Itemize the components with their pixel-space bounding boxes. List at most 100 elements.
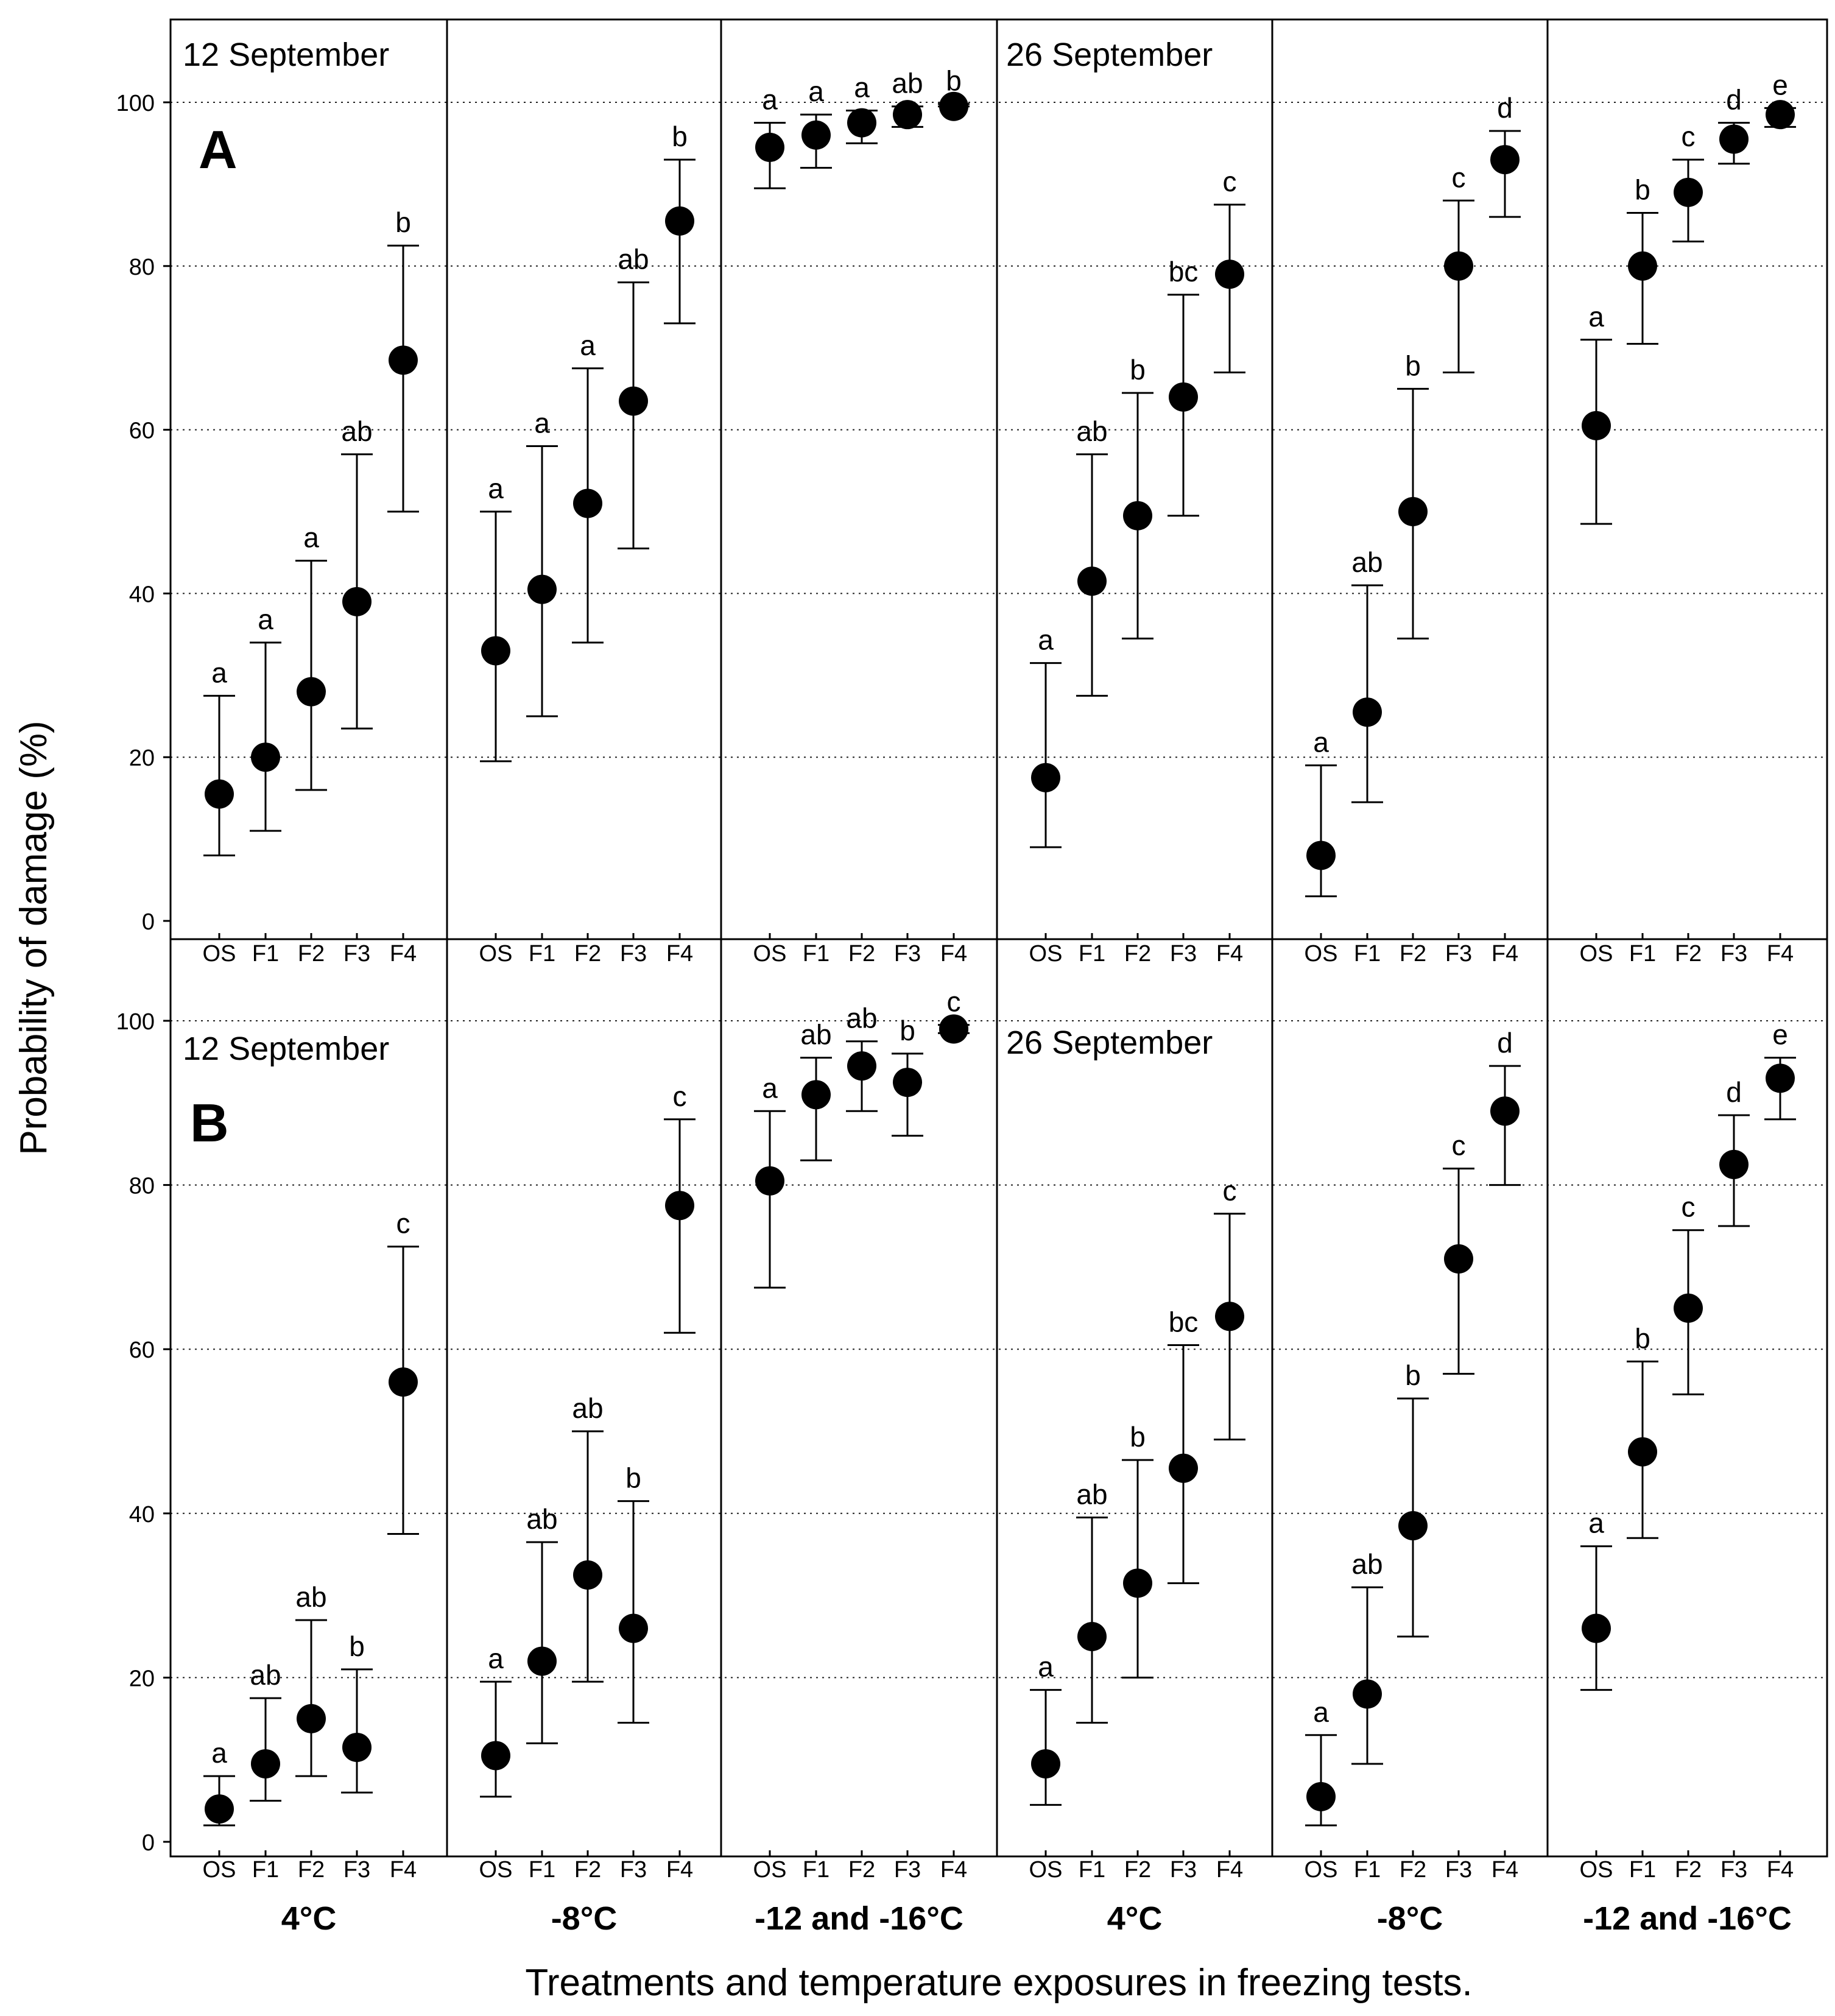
significance-letter-b-g1-f2: ab — [295, 1581, 326, 1613]
data-point-a-g6-f1 — [1628, 251, 1657, 281]
x-tick-label-a-g3-f2: F2 — [848, 941, 875, 967]
y-tick-label-b-40: 40 — [129, 1502, 155, 1528]
data-point-b-g5-f2 — [1398, 1511, 1428, 1541]
data-point-b-g3-os — [755, 1166, 784, 1196]
data-point-a-g6-f2 — [1674, 177, 1703, 207]
data-point-a-g1-f4 — [389, 345, 418, 375]
data-point-a-g5-os — [1306, 841, 1336, 870]
data-point-b-g2-os — [481, 1741, 510, 1771]
data-point-b-g3-f1 — [801, 1080, 831, 1110]
significance-letter-a-g5-f2: b — [1405, 350, 1421, 381]
x-tick-label-a-g1-f4: F4 — [390, 941, 417, 967]
significance-letter-b-g5-f4: d — [1497, 1027, 1513, 1059]
x-tick-label-a-g5-f4: F4 — [1492, 941, 1518, 967]
x-tick-label-b-g2-os: OS — [479, 1857, 513, 1883]
significance-letter-b-g4-f3: bc — [1169, 1306, 1199, 1338]
data-point-b-g3-f2 — [847, 1051, 876, 1081]
significance-letter-a-g6-f3: d — [1726, 84, 1742, 116]
significance-letter-a-g4-f3: bc — [1169, 256, 1199, 287]
x-tick-label-a-g5-f3: F3 — [1445, 941, 1472, 967]
x-tick-label-b-g5-f2: F2 — [1400, 1857, 1426, 1883]
x-tick-label-b-g4-f2: F2 — [1124, 1857, 1151, 1883]
significance-letter-b-g2-f1: ab — [526, 1503, 557, 1535]
significance-letter-a-g1-f2: a — [303, 522, 319, 554]
significance-letter-b-g3-f2: ab — [846, 1003, 877, 1034]
significance-letter-b-g1-os: a — [211, 1737, 227, 1769]
x-tick-label-b-g4-f1: F1 — [1079, 1857, 1105, 1883]
x-tick-label-a-g5-f2: F2 — [1400, 941, 1426, 967]
significance-letter-b-g5-os: a — [1313, 1696, 1329, 1728]
data-point-b-g4-os — [1031, 1749, 1060, 1778]
data-point-b-g1-f4 — [389, 1367, 418, 1397]
data-point-a-g1-f1 — [251, 742, 280, 772]
data-point-b-g4-f1 — [1077, 1622, 1107, 1651]
y-tick-label-b-0: 0 — [142, 1830, 155, 1856]
data-point-b-g6-f3 — [1719, 1149, 1749, 1179]
data-point-b-g1-os — [205, 1794, 234, 1824]
x-tick-label-b-g1-f3: F3 — [343, 1857, 370, 1883]
significance-letter-a-g1-f4: b — [395, 206, 411, 238]
significance-letter-a-g1-os: a — [211, 657, 227, 688]
significance-letter-a-g3-os: a — [762, 84, 778, 116]
significance-letter-a-g6-f1: b — [1635, 174, 1650, 205]
x-axis-title: Treatments and temperature exposures in … — [525, 1962, 1472, 2004]
data-point-a-g5-f3 — [1444, 251, 1473, 281]
x-tick-label-a-g4-f3: F3 — [1170, 941, 1197, 967]
data-point-a-g3-f1 — [801, 120, 831, 150]
data-point-b-g4-f4 — [1215, 1302, 1244, 1331]
y-tick-label-b-60: 60 — [129, 1338, 155, 1363]
x-tick-label-a-g2-f2: F2 — [574, 941, 601, 967]
significance-letter-a-g6-f2: c — [1682, 121, 1696, 152]
x-tick-label-a-g3-f1: F1 — [803, 941, 829, 967]
significance-letter-a-g3-f1: a — [808, 76, 824, 107]
data-point-a-g4-os — [1031, 763, 1060, 792]
data-point-b-g1-f3 — [342, 1732, 372, 1762]
data-point-b-g2-f1 — [527, 1646, 557, 1676]
significance-letter-a-g6-os: a — [1588, 301, 1604, 333]
date-label-a-2: 26 September — [1006, 37, 1213, 73]
data-point-a-g4-f3 — [1169, 382, 1198, 412]
panel-letter-a: A — [199, 119, 238, 180]
data-point-a-g3-f2 — [847, 108, 876, 138]
data-point-b-g5-f1 — [1353, 1679, 1382, 1709]
significance-letter-b-g6-os: a — [1588, 1507, 1604, 1539]
data-point-b-g3-f3 — [893, 1068, 922, 1098]
significance-letter-a-g5-os: a — [1313, 727, 1329, 758]
data-point-a-g2-f1 — [527, 574, 557, 604]
data-point-a-g1-os — [205, 779, 234, 809]
x-tick-label-b-g5-f1: F1 — [1354, 1857, 1381, 1883]
x-tick-label-a-g6-f1: F1 — [1629, 941, 1656, 967]
x-tick-label-b-g3-f1: F1 — [803, 1857, 829, 1883]
x-tick-label-b-g6-f3: F3 — [1721, 1857, 1747, 1883]
x-tick-label-b-g5-f3: F3 — [1445, 1857, 1472, 1883]
temperature-label-6: -12 and -16°C — [1583, 1900, 1792, 1937]
significance-letter-b-g6-f2: c — [1682, 1191, 1696, 1223]
data-point-b-g1-f2 — [297, 1704, 326, 1733]
data-point-a-g5-f2 — [1398, 497, 1428, 526]
data-point-b-g6-f1 — [1628, 1437, 1657, 1467]
x-tick-label-b-g6-os: OS — [1580, 1857, 1613, 1883]
x-tick-label-a-g4-os: OS — [1029, 941, 1063, 967]
significance-letter-b-g5-f1: ab — [1351, 1548, 1382, 1580]
temperature-label-1: 4°C — [281, 1900, 337, 1937]
x-tick-label-b-g1-f1: F1 — [252, 1857, 279, 1883]
data-point-b-g5-os — [1306, 1782, 1336, 1811]
data-point-b-g2-f4 — [665, 1191, 694, 1221]
x-tick-label-a-g6-os: OS — [1580, 941, 1613, 967]
x-tick-label-a-g4-f2: F2 — [1124, 941, 1151, 967]
data-point-b-g6-f4 — [1766, 1063, 1795, 1093]
plot-frame — [169, 18, 1828, 1858]
y-tick-label-a-100: 100 — [116, 91, 155, 116]
x-tick-label-b-g5-f4: F4 — [1492, 1857, 1518, 1883]
data-point-b-g4-f2 — [1123, 1568, 1152, 1598]
x-tick-label-a-g6-f2: F2 — [1675, 941, 1702, 967]
x-tick-label-b-g3-f4: F4 — [940, 1857, 967, 1883]
data-point-b-g6-os — [1582, 1613, 1611, 1643]
data-point-a-g5-f1 — [1353, 697, 1382, 727]
x-tick-label-b-g6-f4: F4 — [1767, 1857, 1794, 1883]
x-tick-label-a-g2-f3: F3 — [620, 941, 647, 967]
significance-letter-a-g1-f3: ab — [341, 415, 372, 447]
x-tick-label-b-g6-f2: F2 — [1675, 1857, 1702, 1883]
x-tick-label-b-g4-os: OS — [1029, 1857, 1063, 1883]
